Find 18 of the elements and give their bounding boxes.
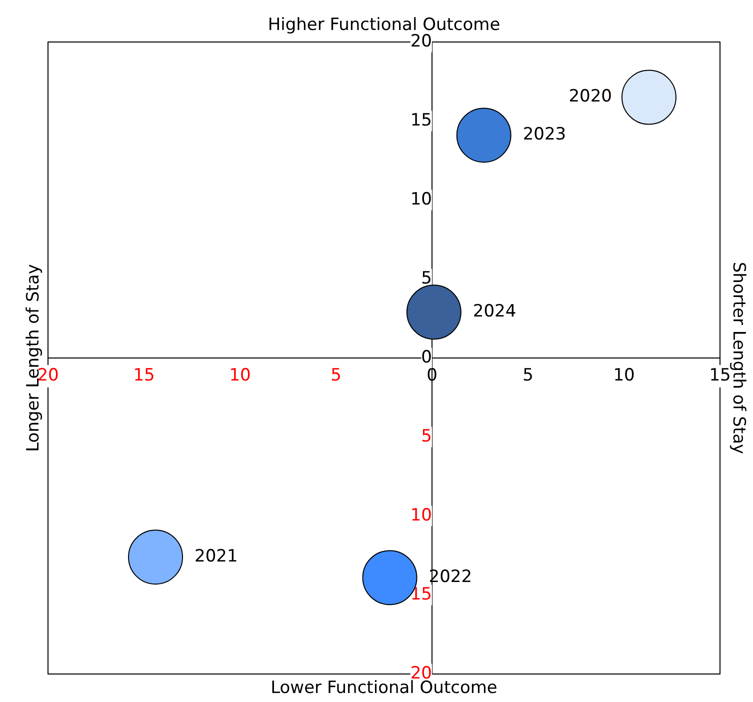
y-tick-label: 0 xyxy=(421,347,432,368)
series-label: 2021 xyxy=(194,546,238,566)
y2-axis-title: Shorter Length of Stay xyxy=(728,262,749,454)
series-label: 2024 xyxy=(472,302,516,322)
y-tick-label: 10 xyxy=(410,189,432,210)
series-label: 2023 xyxy=(522,124,566,145)
x-tick-label: 15 xyxy=(133,366,155,386)
x-tick-label: 5 xyxy=(522,366,534,386)
y-tick-label: 15 xyxy=(410,110,432,130)
y-tick-label: 20 xyxy=(410,31,432,52)
x-tick-label: 5 xyxy=(330,366,342,386)
series-label: 2020 xyxy=(568,86,612,107)
x-tick-label: 15 xyxy=(709,366,731,386)
x-tick-label: 10 xyxy=(613,366,635,386)
x-tick-label: 10 xyxy=(229,366,251,386)
y-tick-label: 5 xyxy=(421,426,432,446)
y-tick-label: 5 xyxy=(421,268,432,288)
y-tick-label: 10 xyxy=(410,505,432,526)
